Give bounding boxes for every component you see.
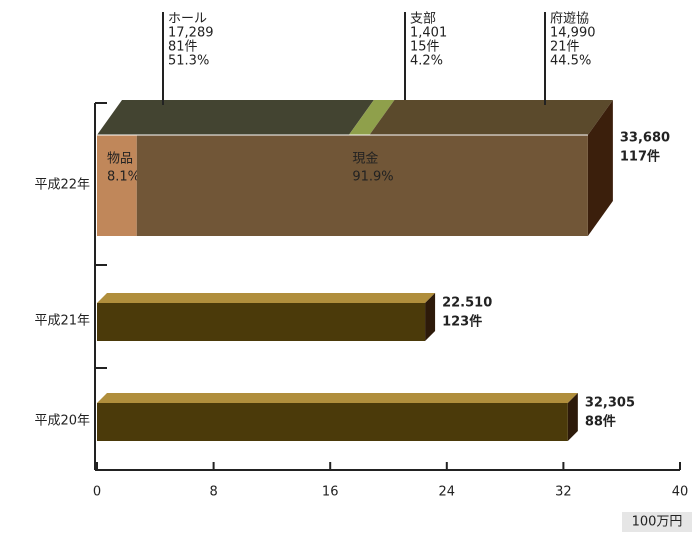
value-label: 22.510 (442, 296, 492, 311)
segment-pct: 91.9% (352, 170, 393, 185)
x-tick-label: 40 (672, 485, 689, 500)
callout-text: 21件 (550, 40, 580, 55)
callout-text: 17,289 (168, 26, 214, 41)
unit-label: 100万円 (632, 515, 683, 530)
top-segment (348, 100, 395, 135)
callout-text: 44.5% (550, 54, 591, 69)
top-segment (97, 100, 374, 135)
x-tick-label: 0 (93, 485, 101, 500)
front-segment (136, 135, 588, 236)
bar (97, 303, 426, 341)
segment-name: 現金 (352, 151, 378, 167)
value-label: 33,680 (620, 131, 670, 146)
value-label: 32,305 (585, 396, 635, 411)
top-segment (369, 100, 613, 135)
callout-text: 支部 (410, 12, 436, 27)
category-label: 平成20年 (34, 414, 90, 429)
x-tick-label: 16 (322, 485, 339, 500)
callout-text: 府遊協 (550, 12, 589, 27)
unit-box (622, 512, 692, 532)
bar-side (567, 393, 578, 441)
callout-text: 15件 (410, 40, 440, 55)
x-tick-label: 8 (209, 485, 217, 500)
bar-side (425, 293, 436, 341)
bar-side (587, 100, 613, 236)
count-label: 123件 (442, 314, 482, 330)
callout-text: 4.2% (410, 54, 443, 69)
segment-name: 物品 (107, 152, 133, 167)
callout-text: 1,401 (410, 26, 447, 41)
bar (97, 403, 568, 441)
count-label: 117件 (620, 149, 660, 165)
bar-top (97, 293, 436, 303)
callout-text: 51.3% (168, 54, 209, 69)
category-label: 平成22年 (34, 178, 90, 193)
x-tick-label: 24 (439, 485, 456, 500)
callout-text: ホール (168, 12, 207, 27)
front-segment (97, 135, 137, 236)
x-tick-label: 32 (555, 485, 572, 500)
bar-top (97, 393, 578, 403)
callout-text: 81件 (168, 40, 198, 55)
segment-pct: 8.1% (107, 170, 140, 185)
count-label: 88件 (585, 414, 616, 430)
category-label: 平成21年 (34, 314, 90, 329)
callout-text: 14,990 (550, 26, 596, 41)
